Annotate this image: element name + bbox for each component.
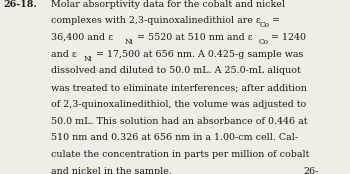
Text: =: = xyxy=(269,16,280,25)
Text: Molar absorptivity data for the cobalt and nickel: Molar absorptivity data for the cobalt a… xyxy=(51,0,285,9)
Text: 50.0 mL. This solution had an absorbance of 0.446 at: 50.0 mL. This solution had an absorbance… xyxy=(51,117,307,125)
Text: 510 nm and 0.326 at 656 nm in a 1.00-cm cell. Cal-: 510 nm and 0.326 at 656 nm in a 1.00-cm … xyxy=(51,133,298,142)
Text: complexes with 2,3-quinoxalinedithiol are ε: complexes with 2,3-quinoxalinedithiol ar… xyxy=(51,16,260,25)
Text: and ε: and ε xyxy=(51,50,77,59)
Text: dissolved and diluted to 50.0 mL. A 25.0-mL aliquot: dissolved and diluted to 50.0 mL. A 25.0… xyxy=(51,66,301,75)
Text: = 17,500 at 656 nm. A 0.425-g sample was: = 17,500 at 656 nm. A 0.425-g sample was xyxy=(93,50,303,59)
Text: Ni: Ni xyxy=(84,55,93,62)
Text: of 2,3-quinoxalinedithiol, the volume was adjusted to: of 2,3-quinoxalinedithiol, the volume wa… xyxy=(51,100,306,109)
Text: 26-18.: 26-18. xyxy=(4,0,37,9)
Text: Co: Co xyxy=(260,21,270,29)
Text: Ni: Ni xyxy=(125,38,134,46)
Text: and nickel in the sample.: and nickel in the sample. xyxy=(51,167,172,174)
Text: was treated to eliminate interferences; after addition: was treated to eliminate interferences; … xyxy=(51,83,307,92)
Text: = 1240: = 1240 xyxy=(268,33,306,42)
Text: 26-: 26- xyxy=(304,167,319,174)
Text: = 5520 at 510 nm and ε: = 5520 at 510 nm and ε xyxy=(134,33,252,42)
Text: 36,400 and ε: 36,400 and ε xyxy=(51,33,113,42)
Text: Co: Co xyxy=(259,38,269,46)
Text: culate the concentration in parts per million of cobalt: culate the concentration in parts per mi… xyxy=(51,150,309,159)
